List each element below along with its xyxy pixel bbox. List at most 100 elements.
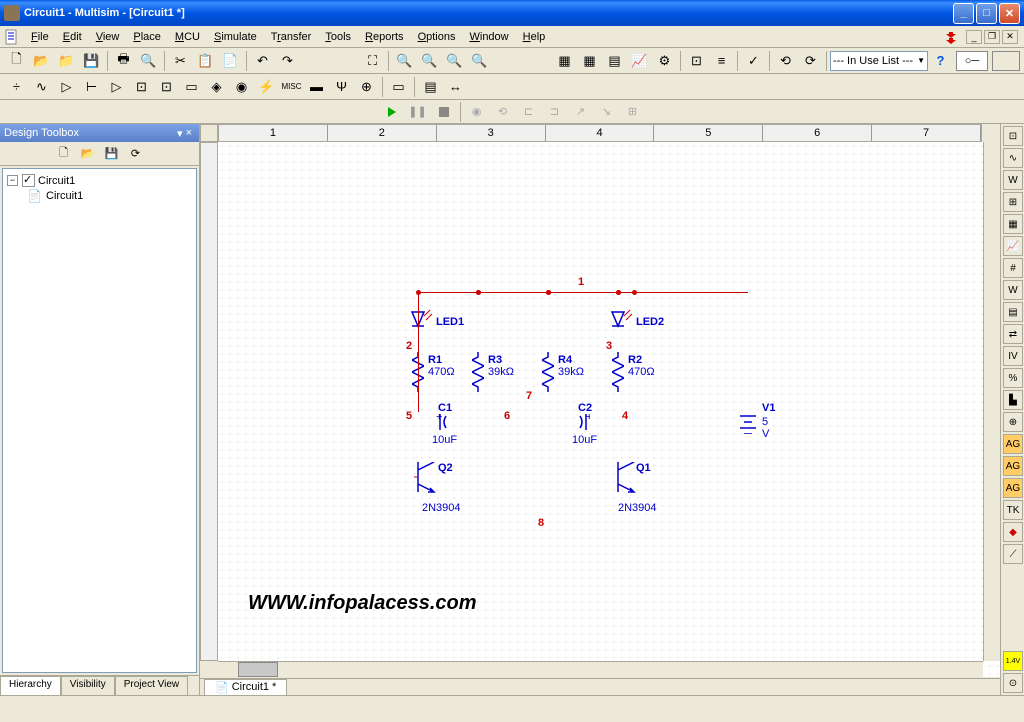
open-button[interactable]: 📂 [30, 50, 53, 72]
new-file-icon[interactable]: 🗋 [54, 145, 74, 163]
red-arrow-icon[interactable] [940, 28, 962, 46]
schematic-canvas[interactable]: 1 LED1 [218, 142, 1000, 677]
tree-root[interactable]: − Circuit1 [7, 173, 192, 188]
tree-child[interactable]: 📄 Circuit1 [27, 188, 192, 204]
zoom-area-button[interactable]: 🔍 [443, 50, 466, 72]
forward-annotate-button[interactable]: ⟳ [799, 50, 822, 72]
agilent-mm-icon[interactable]: AG [1003, 456, 1023, 476]
transistor-button[interactable]: ⊢ [80, 76, 103, 98]
c2[interactable]: + [576, 414, 590, 433]
mcu-button[interactable]: ▭ [387, 76, 410, 98]
analog-button[interactable]: ▷ [105, 76, 128, 98]
iv-analyzer-icon[interactable]: IV [1003, 346, 1023, 366]
wattmeter-icon[interactable]: W [1003, 170, 1023, 190]
save-button[interactable]: 💾 [80, 50, 103, 72]
open-folder-icon[interactable]: 📂 [78, 145, 98, 163]
menu-file[interactable]: File [24, 29, 56, 45]
new-button[interactable]: 🗋 [5, 50, 28, 72]
mdi-close[interactable]: ✕ [1002, 30, 1018, 44]
v1[interactable] [738, 410, 758, 437]
logic-converter-icon[interactable]: ⇄ [1003, 324, 1023, 344]
misc-button[interactable]: MISC [280, 76, 303, 98]
basic-button[interactable]: ∿ [30, 76, 53, 98]
menu-view[interactable]: View [89, 29, 127, 45]
design-tree[interactable]: − Circuit1 📄 Circuit1 [2, 168, 197, 673]
oscilloscope-icon[interactable]: ⊞ [1003, 192, 1023, 212]
sim-btn-7[interactable]: ⊞ [622, 102, 644, 122]
save-file-icon[interactable]: 💾 [102, 145, 122, 163]
spectrum-icon[interactable]: ▙ [1003, 390, 1023, 410]
horizontal-scrollbar[interactable] [218, 661, 983, 678]
print-preview-button[interactable]: 🔍 [137, 50, 160, 72]
tab-project-view[interactable]: Project View [115, 676, 188, 695]
paste-button[interactable]: 📄 [219, 50, 242, 72]
component-button[interactable]: ⊡ [685, 50, 708, 72]
grapher-button[interactable]: 📈 [628, 50, 651, 72]
network-icon[interactable]: ⊕ [1003, 412, 1023, 432]
menu-mcu[interactable]: MCU [168, 29, 207, 45]
r4[interactable] [542, 352, 554, 395]
sim-btn-1[interactable]: ◉ [466, 102, 488, 122]
cut-button[interactable]: ✂ [169, 50, 192, 72]
menu-help[interactable]: Help [516, 29, 553, 45]
postproc-button[interactable]: ⚙ [653, 50, 676, 72]
menu-transfer[interactable]: Transfer [264, 29, 319, 45]
zoom-in-button[interactable]: 🔍 [393, 50, 416, 72]
database-button[interactable]: ▤ [603, 50, 626, 72]
current-probe-icon[interactable]: 1.4V [1003, 651, 1023, 671]
ttl-button[interactable]: ⊡ [130, 76, 153, 98]
grid-button[interactable]: ▦ [578, 50, 601, 72]
indicators-button[interactable]: ◉ [230, 76, 253, 98]
agilent-scope-icon[interactable]: AG [1003, 478, 1023, 498]
sim-btn-4[interactable]: ⊐ [544, 102, 566, 122]
spreadsheet-button[interactable]: ▦ [553, 50, 576, 72]
advanced-button[interactable]: ▬ [305, 76, 328, 98]
sim-btn-6[interactable]: ↘ [596, 102, 618, 122]
logic-analyzer-icon[interactable]: ▤ [1003, 302, 1023, 322]
full-screen-button[interactable]: ⛶ [361, 50, 384, 72]
hierarchy-button[interactable]: ▤ [419, 76, 442, 98]
maximize-button[interactable]: □ [976, 3, 997, 24]
tree-checkbox[interactable] [22, 174, 35, 187]
copy-button[interactable]: 📋 [194, 50, 217, 72]
tek-scope-icon[interactable]: TK [1003, 500, 1023, 520]
vertical-scrollbar[interactable] [983, 142, 1000, 661]
collapse-icon[interactable]: − [7, 175, 18, 186]
zoom-fit-button[interactable]: 🔍 [468, 50, 491, 72]
function-gen-icon[interactable]: ∿ [1003, 148, 1023, 168]
mixed-button[interactable]: ◈ [205, 76, 228, 98]
redo-button[interactable]: ↷ [276, 50, 299, 72]
led1[interactable] [410, 312, 430, 345]
freq-counter-icon[interactable]: # [1003, 258, 1023, 278]
r3[interactable] [472, 352, 484, 395]
tab-hierarchy[interactable]: Hierarchy [0, 676, 61, 695]
toolbox-close-button[interactable]: × [183, 127, 195, 139]
labview-icon[interactable]: ◆ [1003, 522, 1023, 542]
menu-options[interactable]: Options [411, 29, 463, 45]
undo-button[interactable]: ↶ [251, 50, 274, 72]
print-button[interactable]: 🖶 [112, 50, 135, 72]
distortion-icon[interactable]: % [1003, 368, 1023, 388]
tab-visibility[interactable]: Visibility [61, 676, 115, 695]
menu-reports[interactable]: Reports [358, 29, 411, 45]
misc-digital-button[interactable]: ▭ [180, 76, 203, 98]
measurement-icon[interactable]: ⊙ [1003, 673, 1023, 693]
switch-button[interactable]: ○─ [956, 51, 988, 71]
toggle-button[interactable] [992, 51, 1020, 71]
electromech-button[interactable]: ⊕ [355, 76, 378, 98]
open-samples-button[interactable]: 📁 [55, 50, 78, 72]
circuit-tab[interactable]: 📄 Circuit1 * [204, 679, 287, 696]
sim-btn-3[interactable]: ⊏ [518, 102, 540, 122]
source-button[interactable]: ÷ [5, 76, 28, 98]
cmos-button[interactable]: ⊡ [155, 76, 178, 98]
refresh-icon[interactable]: ⟳ [126, 145, 146, 163]
probe-icon[interactable]: ⟋ [1003, 544, 1023, 564]
menu-edit[interactable]: Edit [56, 29, 89, 45]
multimeter-icon[interactable]: ⊡ [1003, 126, 1023, 146]
mdi-restore[interactable]: ❐ [984, 30, 1000, 44]
mdi-minimize[interactable]: _ [966, 30, 982, 44]
bode-plotter-icon[interactable]: 📈 [1003, 236, 1023, 256]
elec-rules-button[interactable]: ✓ [742, 50, 765, 72]
diode-button[interactable]: ▷ [55, 76, 78, 98]
help-button[interactable]: ? [929, 50, 952, 72]
